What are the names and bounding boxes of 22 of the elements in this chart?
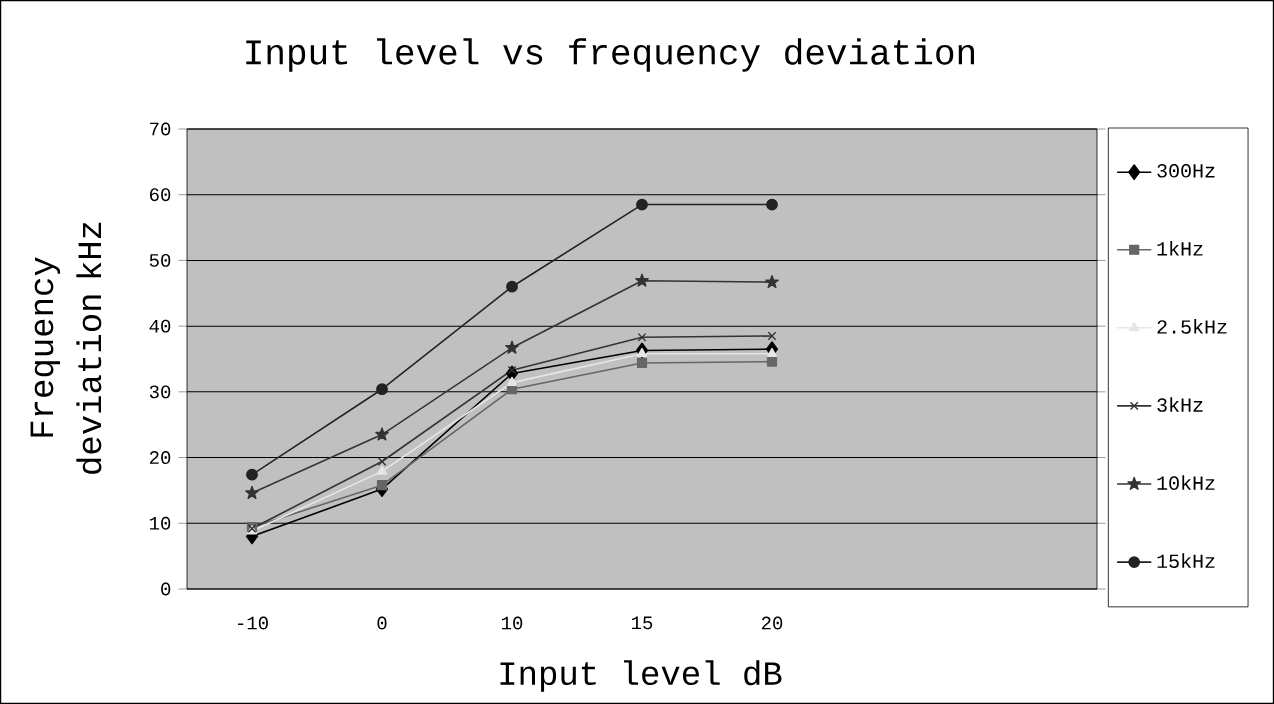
y-tick-label: 0 [161,582,171,596]
legend-label: 300Hz [1157,164,1215,178]
y-tick-label: 30 [149,385,171,399]
y-tick-label: 70 [150,122,171,136]
legend-label: 1kHz [1157,240,1203,256]
y-tick-label: 40 [149,319,171,333]
x-axis-title: Input level dB [500,660,782,692]
legend-label: 15kHz [1157,553,1215,569]
x-tick-label: -10 [238,616,268,630]
x-tick-label: 15 [631,616,653,630]
y-tick-label: 50 [149,253,171,267]
y-tick-label: 20 [149,451,171,465]
x-tick-label: 10 [501,616,523,630]
legend-label: 2.5kHz [1157,319,1227,334]
x-tick-label: 20 [761,616,783,630]
y-axis-title: Frequency deviation kHz [30,222,102,474]
y-tick-label: 60 [150,188,171,202]
y-tick-label: 10 [149,516,171,530]
legend-label: 10kHz [1157,475,1215,490]
chart-title: Input level vs frequency deviation [246,38,974,72]
legend-label: 3kHz [1157,397,1203,412]
x-tick-label: 0 [377,616,387,630]
